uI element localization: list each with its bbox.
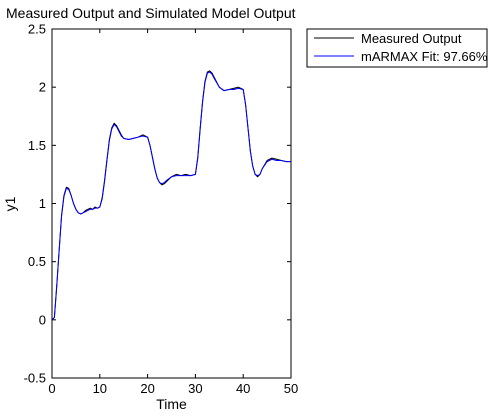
x-axis-label: Time: [156, 396, 187, 412]
x-tick-label: 30: [188, 381, 202, 396]
y-tick-label: 2: [39, 80, 46, 95]
x-tick-label: 50: [284, 381, 298, 396]
y-tick-label: 0.5: [28, 254, 46, 269]
legend: Measured Output mARMAX Fit: 97.66%: [306, 28, 488, 68]
y-tick-label: 2.5: [28, 22, 46, 37]
x-tick-label: 40: [236, 381, 250, 396]
ticks-layer: 0 10 20 30 40 50-0.500.511.522.5: [24, 22, 299, 397]
x-tick-label: 20: [140, 381, 154, 396]
y-tick-label: 1: [39, 196, 46, 211]
plot-area: [51, 28, 292, 379]
legend-label-model: mARMAX Fit: 97.66%: [361, 49, 488, 64]
y-tick-label: -0.5: [24, 371, 46, 386]
x-tick-label: 0: [48, 381, 55, 396]
legend-label-measured: Measured Output: [361, 31, 462, 46]
y-axis-label: y1: [2, 196, 18, 211]
x-tick-label: 10: [93, 381, 107, 396]
chart-title: Measured Output and Simulated Model Outp…: [6, 5, 296, 21]
model-fit-line: [51, 71, 291, 321]
legend-box: [306, 28, 488, 68]
series-layer: [51, 70, 291, 321]
y-tick-label: 0: [39, 312, 46, 327]
y-tick-label: 1.5: [28, 138, 46, 153]
